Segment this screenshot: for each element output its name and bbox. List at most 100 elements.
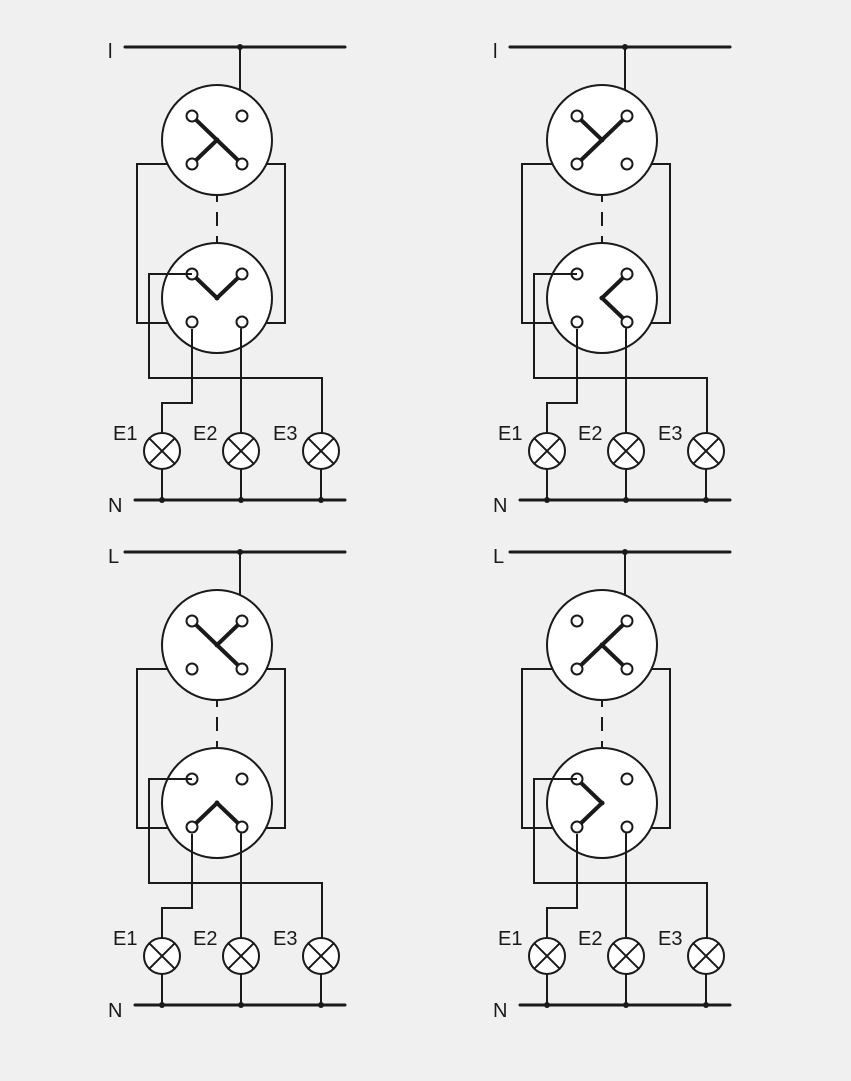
lamp-e1 xyxy=(528,937,566,975)
lamp-label: E2 xyxy=(578,928,602,950)
upper-switch-contact-upper-right xyxy=(620,109,634,123)
upper-switch-pivot xyxy=(214,137,220,143)
traveller-wire-left xyxy=(521,668,577,829)
upper-switch-contact-lower-left xyxy=(185,662,199,676)
output-wire-e3 xyxy=(533,778,708,938)
neutral-junction-dot xyxy=(238,497,244,503)
neutral-junction-dot xyxy=(159,497,165,503)
junction-dot xyxy=(622,549,628,555)
lamp-label: E3 xyxy=(273,423,297,445)
neutral-label: N xyxy=(493,1000,507,1022)
upper-switch-contact-upper-right xyxy=(235,614,249,628)
traveller-wire-left xyxy=(136,668,192,829)
lamp-label: E1 xyxy=(498,423,522,445)
upper-switch xyxy=(161,589,273,701)
upper-switch-contact-upper-left xyxy=(570,109,584,123)
lower-switch-pivot xyxy=(214,295,220,301)
lower-switch-contact-upper-right xyxy=(235,772,249,786)
output-wire-e1 xyxy=(546,329,578,433)
lamp-e3 xyxy=(687,432,725,470)
lower-switch-contact-lower-left xyxy=(570,315,584,329)
line-label: l xyxy=(108,41,112,63)
upper-switch xyxy=(546,84,658,196)
lower-switch-contact-lower-left xyxy=(185,315,199,329)
lamp-e1-cross-b xyxy=(533,437,561,465)
lamp-e3 xyxy=(302,937,340,975)
neutral-label: N xyxy=(108,495,122,517)
lamp-e2 xyxy=(222,937,260,975)
panel-bottom-left: L N E1 E2 E3 xyxy=(108,546,347,1022)
output-wire-e3 xyxy=(533,273,708,433)
lower-switch-pivot xyxy=(599,295,605,301)
lamp-e3-cross-b xyxy=(307,437,335,465)
upper-switch-contact-upper-left xyxy=(570,614,584,628)
upper-switch-contact-lower-right xyxy=(620,662,634,676)
upper-switch-contact-upper-right xyxy=(235,109,249,123)
lamp-e1-cross-b xyxy=(533,942,561,970)
lamp-e3-cross-b xyxy=(692,437,720,465)
lower-switch xyxy=(546,747,658,859)
neutral-junction-dot xyxy=(318,497,324,503)
output-wire-e3 xyxy=(148,778,323,938)
lamp-label: E3 xyxy=(273,928,297,950)
lower-switch xyxy=(161,242,273,354)
upper-switch-contact-upper-left xyxy=(185,614,199,628)
lamp-label: E2 xyxy=(578,423,602,445)
lower-switch-contact-upper-right xyxy=(620,267,634,281)
lower-switch-contact-lower-right xyxy=(620,820,634,834)
line-label: l xyxy=(493,41,497,63)
lamp-label: E1 xyxy=(498,928,522,950)
upper-switch-contact-lower-left xyxy=(570,157,584,171)
lower-switch-contact-lower-right xyxy=(620,315,634,329)
lower-switch-contact-lower-left xyxy=(570,820,584,834)
lamp-e1-cross-b xyxy=(148,942,176,970)
panel-top-left: l N E1 E2 E3 xyxy=(108,41,347,517)
lower-switch-contact-lower-right xyxy=(235,315,249,329)
neutral-junction-dot xyxy=(623,497,629,503)
upper-switch-contact-lower-right xyxy=(620,157,634,171)
lower-switch-contact-lower-left xyxy=(185,820,199,834)
lower-switch-contact-upper-right xyxy=(235,267,249,281)
lamp-e2-cross-b xyxy=(612,942,640,970)
upper-switch-contact-lower-right xyxy=(235,157,249,171)
traveller-wire-left xyxy=(136,163,192,324)
lower-switch xyxy=(161,747,273,859)
neutral-label: N xyxy=(108,1000,122,1022)
lower-switch xyxy=(546,242,658,354)
panel-top-right: l N E1 E2 E3 xyxy=(493,41,732,517)
lower-switch-contact-lower-right xyxy=(235,820,249,834)
lower-switch-pivot xyxy=(214,800,220,806)
lamp-e2-cross-b xyxy=(227,942,255,970)
panel-bottom-right: L N E1 E2 E3 xyxy=(493,546,732,1022)
lamp-label: E1 xyxy=(113,423,137,445)
lamp-label: E2 xyxy=(193,928,217,950)
lamp-e2-cross-b xyxy=(612,437,640,465)
lamp-label: E3 xyxy=(658,423,682,445)
junction-dot xyxy=(237,44,243,50)
lamp-e3 xyxy=(302,432,340,470)
line-label: L xyxy=(493,546,504,568)
neutral-label: N xyxy=(493,495,507,517)
lamp-e3 xyxy=(687,937,725,975)
neutral-junction-dot xyxy=(623,1002,629,1008)
lamp-e2 xyxy=(607,937,645,975)
upper-switch xyxy=(546,589,658,701)
upper-switch-contact-upper-left xyxy=(185,109,199,123)
lamp-e2 xyxy=(607,432,645,470)
lamp-e1 xyxy=(528,432,566,470)
lamp-e1-cross-b xyxy=(148,437,176,465)
neutral-junction-dot xyxy=(703,1002,709,1008)
neutral-junction-dot xyxy=(544,497,550,503)
neutral-junction-dot xyxy=(544,1002,550,1008)
upper-switch-pivot xyxy=(599,137,605,143)
upper-switch xyxy=(161,84,273,196)
output-wire-e1 xyxy=(161,329,193,433)
line-label: L xyxy=(108,546,119,568)
lower-switch-contact-upper-right xyxy=(620,772,634,786)
upper-switch-contact-lower-right xyxy=(235,662,249,676)
lamp-e1 xyxy=(143,937,181,975)
upper-switch-contact-lower-left xyxy=(570,662,584,676)
traveller-wire-left xyxy=(521,163,577,324)
output-wire-e3 xyxy=(148,273,323,433)
